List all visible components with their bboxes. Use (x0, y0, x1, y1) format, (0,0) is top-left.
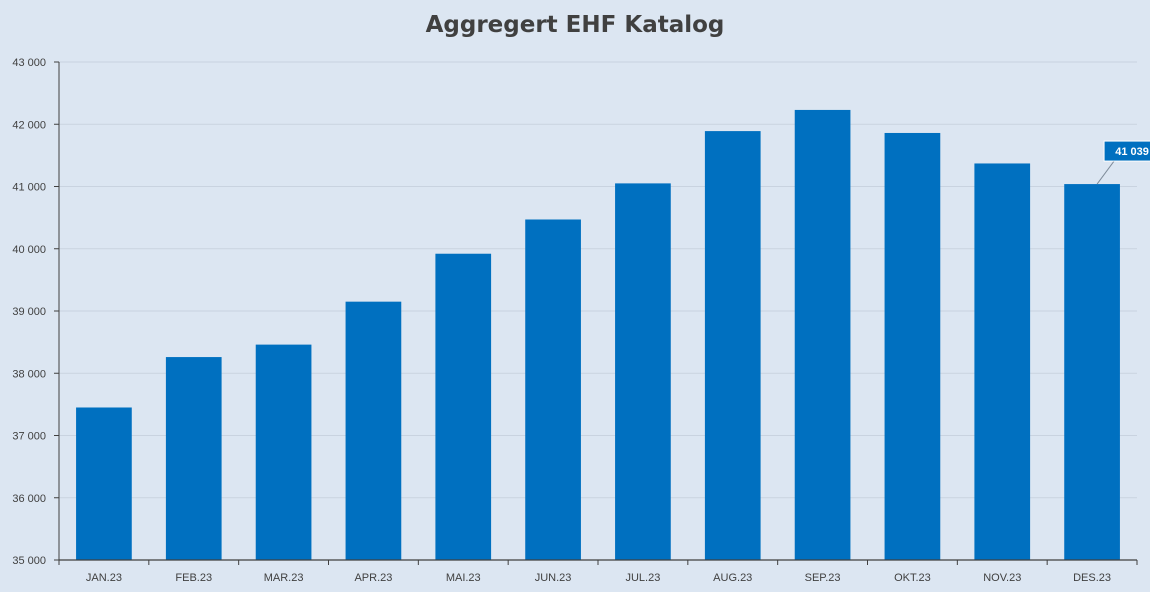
bar (974, 163, 1031, 560)
y-tick-label: 43 000 (12, 57, 46, 69)
y-tick-label: 39 000 (12, 306, 46, 318)
y-tick-label: 38 000 (12, 368, 46, 380)
y-tick-label: 40 000 (12, 244, 46, 256)
y-tick-label: 41 000 (12, 182, 46, 194)
x-tick-label: APR.23 (354, 572, 392, 584)
x-tick-label: SEP.23 (805, 572, 841, 584)
chart-title: Aggregert EHF Katalog (425, 12, 725, 38)
bar (345, 301, 402, 560)
y-tick-label: 35 000 (12, 555, 46, 567)
x-tick-label: DES.23 (1073, 572, 1111, 584)
bar (884, 132, 941, 560)
bar (615, 183, 671, 560)
y-tick-label: 42 000 (12, 119, 46, 131)
y-tick-label: 37 000 (12, 431, 46, 443)
x-tick-label: JUL.23 (625, 572, 660, 584)
bar (794, 109, 851, 561)
data-label-leader (1096, 160, 1115, 185)
bar (165, 357, 222, 560)
x-tick-label: JUN.23 (535, 572, 572, 584)
bar (1064, 184, 1120, 560)
x-tick-label: MAI.23 (446, 572, 481, 584)
bar (435, 253, 492, 561)
x-tick-label: AUG.23 (713, 572, 752, 584)
x-tick-label: MAR.23 (264, 572, 304, 584)
x-tick-label: JAN.23 (86, 572, 122, 584)
x-tick-label: NOV.23 (983, 572, 1021, 584)
bar (76, 407, 132, 560)
bar (704, 131, 761, 560)
bar (255, 344, 312, 560)
bar (525, 219, 581, 560)
data-label: 41 039 (1115, 146, 1149, 158)
x-tick-label: OKT.23 (894, 572, 931, 584)
x-tick-label: FEB.23 (175, 572, 212, 584)
y-tick-label: 36 000 (12, 493, 46, 505)
data-label-box (1103, 140, 1150, 162)
